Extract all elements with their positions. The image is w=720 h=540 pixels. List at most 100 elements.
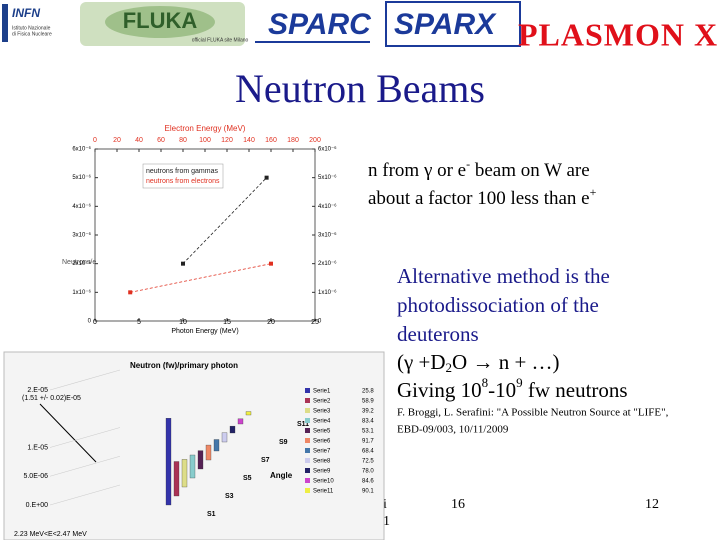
body-text: about a factor 100 less than e+ <box>368 185 597 210</box>
y2-tick-label: 2x10⁻⁶ <box>318 260 337 267</box>
bar <box>189 454 196 479</box>
y2-tick-label: 1x10⁻⁶ <box>318 289 337 296</box>
y-tick-label: 5.0E-06 <box>23 473 48 480</box>
side-number: 90.1 <box>362 489 374 495</box>
logo-text: official FLUKA site Milano <box>192 37 249 43</box>
body-text: Alternative method is the <box>397 264 610 288</box>
depth-tick-label: S11 <box>297 421 309 428</box>
body-text: deuterons <box>397 322 479 346</box>
x2-tick-label: 140 <box>243 137 255 144</box>
body-text: n from γ or e- beam on W are <box>368 157 590 182</box>
side-number: 58.9 <box>362 399 374 405</box>
y2-tick-label: 0 <box>318 319 322 325</box>
y-tick-label: 2x10⁻⁶ <box>72 260 91 267</box>
legend-swatch <box>305 458 310 463</box>
top-axis-label: Electron Energy (MeV) <box>165 124 246 133</box>
legend-entry: neutrons from electrons <box>146 178 220 185</box>
page-number: 16 <box>451 497 465 512</box>
legend-entry: Serie7 <box>313 449 331 455</box>
y2-tick-label: 6x10⁻⁶ <box>318 146 337 153</box>
logo-sparc: SPARC <box>255 8 372 43</box>
legend-entry: Serie11 <box>313 489 334 495</box>
depth-axis-label: Angle <box>270 471 293 480</box>
grid-line <box>49 455 121 477</box>
data-point <box>181 261 185 266</box>
logo-text: SPARC <box>268 8 372 41</box>
bar <box>245 411 252 416</box>
body-text: Giving 108-109 fw neutrons <box>397 375 628 402</box>
x2-tick-label: 120 <box>221 137 233 144</box>
depth-tick-label: S5 <box>243 475 252 482</box>
figure-2: Neutron (fw)/primary photon (1.51 +/- 0.0… <box>3 351 385 540</box>
legend-entry: Serie5 <box>313 429 331 435</box>
legend-entry: Serie9 <box>313 469 331 475</box>
grid-line <box>49 369 121 391</box>
logo-text: Istituto Nazionale <box>12 25 51 31</box>
x-tick-label: 15 <box>223 319 231 326</box>
slide-number: 12 <box>645 497 659 512</box>
legend-swatch <box>305 418 310 423</box>
y-tick-label: 4x10⁻⁶ <box>72 203 91 210</box>
legend-entry: Serie1 <box>313 389 331 395</box>
grid-line <box>49 484 121 506</box>
logo-fluka: FLUKA official FLUKA site Milano <box>80 2 249 46</box>
logo-text: FLUKA <box>123 8 198 33</box>
legend-swatch <box>305 478 310 483</box>
logo-text: SPARX <box>394 8 497 41</box>
x-tick-label: 20 <box>267 319 275 326</box>
x2-tick-label: 40 <box>135 137 143 144</box>
y-tick-label: 0.E+00 <box>26 502 48 509</box>
logo-text: INFN <box>12 6 40 20</box>
logo-infn: INFN Istituto Nazionale di Fisica Nuclea… <box>2 4 52 42</box>
figure-frame <box>3 351 385 540</box>
bar <box>181 459 188 488</box>
x2-tick-label: 20 <box>113 137 121 144</box>
legend-swatch <box>305 388 310 393</box>
legend-entry: Serie3 <box>313 409 331 415</box>
x2-tick-label: 160 <box>265 137 277 144</box>
x-tick-label: 0 <box>93 319 97 326</box>
grid-line <box>49 427 121 448</box>
logo-sparx: SPARX <box>385 1 521 47</box>
legend-box <box>142 163 224 189</box>
y-tick-label: 0 <box>88 319 92 325</box>
x-axis-label: Photon Energy (MeV) <box>171 328 238 335</box>
bar <box>197 450 204 470</box>
x-tick-label: 25 <box>311 319 319 326</box>
legend-entry: Serie2 <box>313 399 331 405</box>
logo-text: di Fisica Nucleare <box>12 31 52 37</box>
slide-title: Neutron Beams <box>235 66 485 111</box>
bar <box>221 432 228 443</box>
y-tick-label: 1.E-05 <box>27 444 48 451</box>
legend-swatch <box>305 448 310 453</box>
bar <box>173 461 180 497</box>
y-tick-label: 2.E-05 <box>27 387 48 394</box>
citation: EBD-09/003, 10/11/2009 <box>397 424 509 436</box>
legend-swatch <box>305 428 310 433</box>
legend-entry: Serie4 <box>313 419 331 425</box>
bar <box>165 418 172 506</box>
legend-swatch <box>305 488 310 493</box>
bar <box>229 425 236 434</box>
side-number: 39.2 <box>362 409 374 415</box>
x2-tick-label: 100 <box>199 137 211 144</box>
data-point <box>264 175 269 180</box>
side-number: 83.4 <box>362 419 374 425</box>
body-text: photodissociation of the <box>397 293 599 317</box>
footer-text: i <box>383 497 387 512</box>
side-number: 53.1 <box>362 429 374 435</box>
annotation: (1.51 +/- 0.02)E-05 <box>22 395 81 402</box>
figure-1: Electron Energy (MeV) Photon Energy (MeV)… <box>62 124 337 335</box>
side-number: 78.0 <box>362 469 374 475</box>
y-tick-label: 5x10⁻⁶ <box>72 174 91 181</box>
side-number: 84.6 <box>362 479 374 485</box>
y2-tick-label: 5x10⁻⁶ <box>318 174 337 181</box>
side-number: 91.7 <box>362 439 374 445</box>
x2-tick-label: 80 <box>179 137 187 144</box>
legend-entry: neutrons from gammas <box>146 168 218 175</box>
x2-tick-label: 0 <box>93 137 97 144</box>
depth-tick-label: S1 <box>207 511 216 518</box>
side-number: 72.5 <box>362 459 374 465</box>
y2-tick-label: 4x10⁻⁶ <box>318 203 337 210</box>
